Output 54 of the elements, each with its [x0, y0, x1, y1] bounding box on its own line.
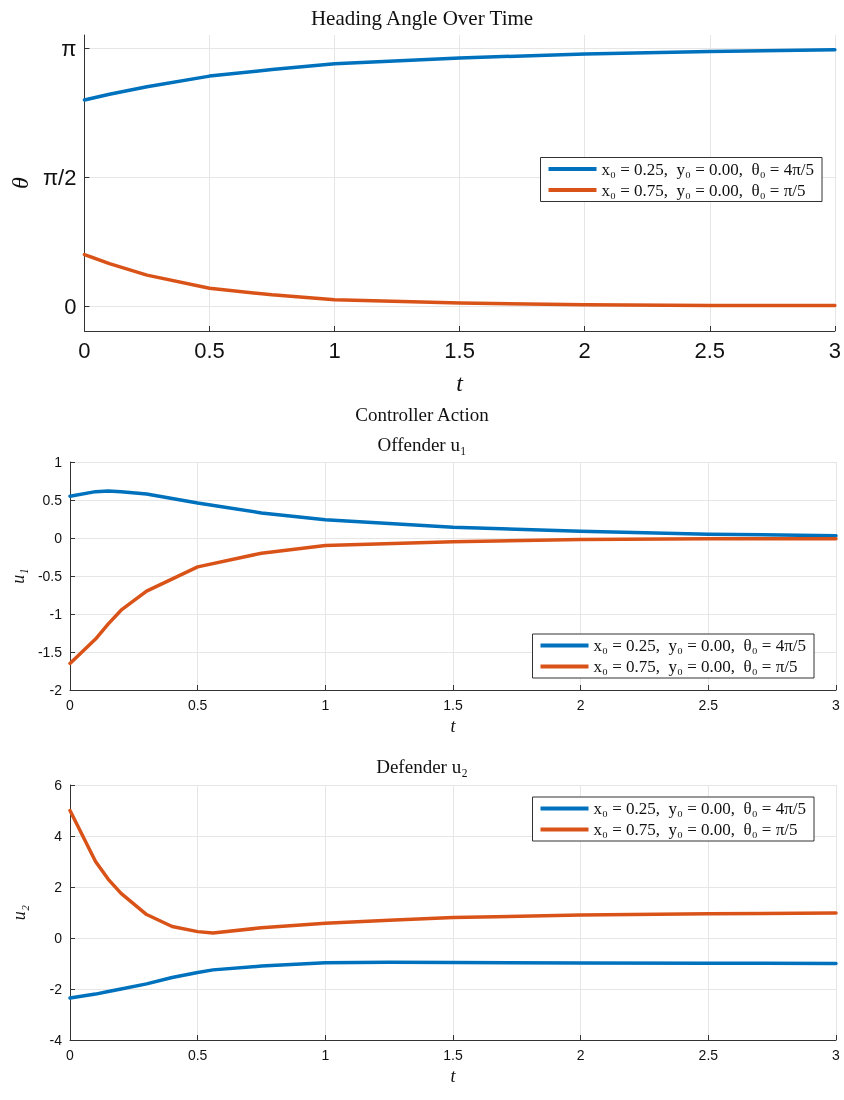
y-tick-label: -4	[49, 1032, 63, 1048]
y-tick-label: -2	[49, 682, 63, 698]
legend-label: x₀ = 0.75, y₀ = 0.00, θ₀ = π/5	[593, 820, 798, 839]
x-tick-label: 3	[832, 1047, 841, 1063]
x-tick-label: 0.5	[194, 337, 225, 363]
x-tick-label: 2	[576, 1047, 585, 1063]
legend-label: x₀ = 0.25, y₀ = 0.00, θ₀ = 4π/5	[593, 636, 807, 655]
x-tick-label: 3	[832, 697, 841, 713]
line-series	[82, 48, 837, 102]
x-axis-title: t	[456, 370, 465, 396]
legend-label: x₀ = 0.75, y₀ = 0.00, θ₀ = π/5	[593, 657, 798, 676]
chart-title: Offender u₁	[377, 434, 467, 455]
legend-label: x₀ = 0.25, y₀ = 0.00, θ₀ = 4π/5	[601, 159, 815, 179]
x-tick-label: 2.5	[698, 697, 719, 713]
y-tick-label: 0	[54, 530, 63, 546]
x-tick-label: 2	[576, 697, 585, 713]
x-tick-label: 2.5	[698, 1047, 719, 1063]
chart-title: Heading Angle Over Time	[310, 5, 534, 30]
y-tick-label: 0	[64, 293, 77, 319]
y-tick-label: π	[61, 35, 77, 61]
y-tick-label: 0.5	[42, 492, 63, 508]
line-series	[82, 252, 837, 308]
x-tick-label: 1	[321, 697, 330, 713]
y-tick-label: 0	[54, 930, 63, 946]
y-axis-title: u₁	[7, 568, 28, 584]
y-tick-label: 2	[54, 879, 63, 895]
y-tick-label: 4	[54, 828, 63, 844]
line-series	[68, 960, 838, 1000]
x-tick-label: 2	[578, 337, 591, 363]
y-axis-title: u₂	[9, 904, 29, 921]
x-axis-title: t	[450, 715, 457, 736]
y-tick-label: -2	[49, 981, 63, 997]
y-tick-label: -1.5	[37, 644, 63, 660]
x-axis-title: t	[450, 1065, 457, 1086]
x-tick-label: 2.5	[694, 337, 726, 363]
y-tick-label: 6	[54, 777, 63, 793]
x-tick-label: 1	[328, 337, 341, 363]
x-tick-label: 1.5	[443, 1047, 463, 1063]
line-series	[68, 489, 838, 538]
y-tick-label: -0.5	[37, 568, 63, 584]
y-tick-label: -1	[49, 606, 63, 622]
legend-label: x₀ = 0.75, y₀ = 0.00, θ₀ = π/5	[601, 180, 806, 200]
y-tick-label: π/2	[42, 164, 77, 190]
x-tick-label: 1.5	[443, 697, 463, 713]
x-tick-label: 3	[828, 337, 842, 363]
x-tick-label: 0.5	[187, 697, 208, 713]
x-tick-label: 1.5	[444, 337, 475, 363]
legend-label: x₀ = 0.25, y₀ = 0.00, θ₀ = 4π/5	[593, 799, 807, 818]
x-tick-label: 0.5	[187, 1047, 208, 1063]
y-axis-title: θ	[7, 176, 33, 189]
y-tick-label: 1	[54, 454, 63, 470]
x-tick-label: 1	[321, 1047, 330, 1063]
chart-subtitle: Controller Action	[355, 404, 490, 425]
chart-title: Defender u₂	[376, 756, 468, 777]
